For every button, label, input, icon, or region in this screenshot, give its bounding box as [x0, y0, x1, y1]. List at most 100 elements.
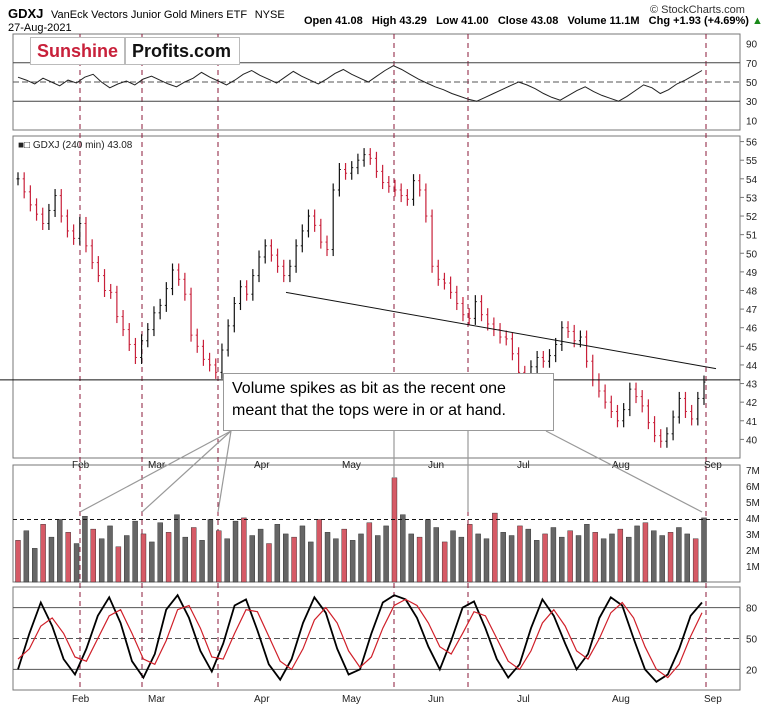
volume-bar: [324, 532, 331, 583]
price-tick-label: 46: [746, 324, 758, 335]
close-value: Close 43.08: [497, 15, 559, 27]
volume-bar: [90, 528, 96, 583]
up-arrow-icon: ▲: [752, 15, 763, 27]
bottom-month-label-mar: Mar: [148, 694, 166, 705]
volume-bar: [132, 520, 138, 583]
month-label-jul: Jul: [517, 460, 530, 471]
volume-bar: [467, 524, 473, 583]
volume-bar: [492, 512, 498, 583]
volume-bar: [291, 536, 297, 583]
volume-bar: [642, 522, 649, 583]
volume-bar: [149, 541, 155, 583]
volume-bar: [542, 533, 548, 583]
volume-bar: [341, 528, 347, 583]
volume-tick-label: 3M: [746, 530, 760, 541]
volume-bar: [174, 514, 180, 583]
volume-bar: [634, 525, 640, 583]
volume-bar: [40, 524, 46, 583]
volume-bar: [441, 541, 448, 583]
exchange-label: NYSE: [254, 9, 285, 21]
volume-bar: [107, 525, 113, 583]
price-tick-label: 52: [746, 212, 758, 223]
volume-bar: [140, 533, 147, 583]
volume-bar: [366, 522, 373, 583]
volume-bar: [575, 535, 582, 583]
volume-bar: [701, 517, 707, 583]
price-tick-label: 54: [746, 175, 758, 186]
price-tick-label: 43: [746, 380, 758, 391]
volume-bar: [416, 536, 423, 583]
volume-bar: [73, 543, 80, 583]
logo-part1: Sunshine: [31, 38, 127, 64]
volume-bar: [408, 533, 414, 583]
volume-bar: [216, 530, 222, 583]
volume-tick-label: 1M: [746, 562, 760, 573]
price-tick-label: 50: [746, 249, 758, 260]
change-value: Chg +1.93 (+4.69%): [648, 15, 749, 27]
price-tick-label: 40: [746, 435, 758, 446]
price-tick-label: 42: [746, 398, 758, 409]
volume-bar: [533, 540, 540, 583]
rsi-tick-label: 30: [746, 97, 758, 108]
price-tick-label: 51: [746, 231, 758, 242]
volume-bar: [659, 535, 665, 583]
rsi-tick-label: 70: [746, 59, 758, 70]
callout-pointer-line: [79, 430, 232, 513]
callout-pointer-line: [141, 430, 232, 513]
volume-tick-label: 7M: [746, 466, 760, 477]
header-left: GDXJ VanEck Vectors Junior Gold Miners E…: [8, 6, 285, 21]
month-label-mar: Mar: [148, 460, 166, 471]
month-label-aug: Aug: [612, 460, 630, 471]
price-tick-label: 53: [746, 193, 758, 204]
volume-bar: [232, 520, 239, 583]
bottom-month-label-jun: Jun: [428, 694, 444, 705]
rsi-tick-label: 10: [746, 116, 758, 127]
open-value: Open 41.08: [304, 15, 363, 27]
volume-bar: [391, 477, 398, 583]
volume-bar: [48, 536, 55, 583]
price-tick-label: 44: [746, 361, 758, 372]
volume-bar: [349, 540, 356, 583]
volume-bar: [383, 525, 389, 583]
volume-bar: [425, 519, 431, 583]
price-tick-label: 47: [746, 305, 758, 316]
volume-bar: [559, 536, 565, 583]
volume-tick-label: 5M: [746, 498, 760, 509]
ohlc-row: Open 41.08 High 43.29 Low 41.00 Close 43…: [304, 15, 763, 27]
volume-bar: [475, 533, 481, 583]
volume-bar: [584, 524, 590, 583]
volume-bar: [316, 519, 322, 583]
volume-bar: [190, 527, 197, 583]
rsi-tick-label: 50: [746, 78, 758, 89]
price-tick-label: 41: [746, 417, 758, 428]
annotation-callout: Volume spikes as bit as the recent one m…: [223, 373, 554, 431]
volume-bar: [274, 524, 281, 583]
volume-bar: [23, 530, 30, 583]
volume-bar: [299, 525, 306, 583]
volume-bar: [308, 541, 314, 583]
bottom-month-label-sep: Sep: [704, 694, 722, 705]
month-label-apr: Apr: [254, 460, 270, 471]
bottom-month-label-jul: Jul: [517, 694, 530, 705]
volume-bar: [592, 532, 598, 583]
symbol-label: GDXJ: [8, 6, 44, 21]
volume-bar: [32, 548, 38, 583]
month-label-feb: Feb: [72, 460, 90, 471]
callout-pointer-line: [217, 430, 232, 513]
volume-bar: [249, 535, 255, 583]
volume-bar: [483, 538, 490, 583]
volume-bar: [525, 528, 532, 583]
logo-part2: Profits.com: [132, 41, 232, 61]
volume-bar: [450, 530, 456, 583]
date-label: 27-Aug-2021: [8, 22, 72, 34]
stochastic-tick-label: 50: [746, 635, 758, 646]
month-label-may: May: [342, 460, 361, 471]
volume-bar: [609, 533, 615, 583]
volume-bar: [82, 516, 88, 583]
sunshine-profits-logo: Sunshine Profits.com: [30, 37, 241, 65]
volume-bar: [241, 517, 247, 583]
month-label-sep: Sep: [704, 460, 722, 471]
price-tick-label: 48: [746, 286, 758, 297]
volume-bar: [358, 533, 364, 583]
volume-bar: [517, 525, 523, 583]
